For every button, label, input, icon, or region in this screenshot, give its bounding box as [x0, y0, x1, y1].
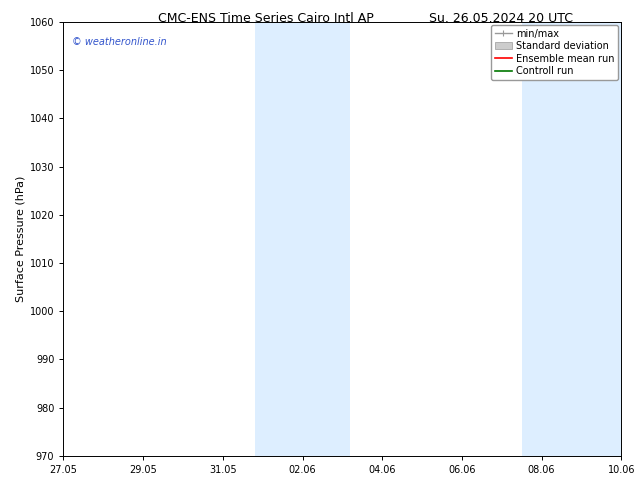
Y-axis label: Surface Pressure (hPa): Surface Pressure (hPa) [16, 176, 25, 302]
Text: CMC-ENS Time Series Cairo Intl AP: CMC-ENS Time Series Cairo Intl AP [158, 12, 374, 25]
Bar [255, 22, 351, 456]
Legend: min/max, Standard deviation, Ensemble mean run, Controll run: min/max, Standard deviation, Ensemble me… [491, 25, 618, 80]
Bar [522, 22, 630, 456]
Text: Su. 26.05.2024 20 UTC: Su. 26.05.2024 20 UTC [429, 12, 573, 25]
Text: © weatheronline.in: © weatheronline.in [72, 37, 166, 47]
